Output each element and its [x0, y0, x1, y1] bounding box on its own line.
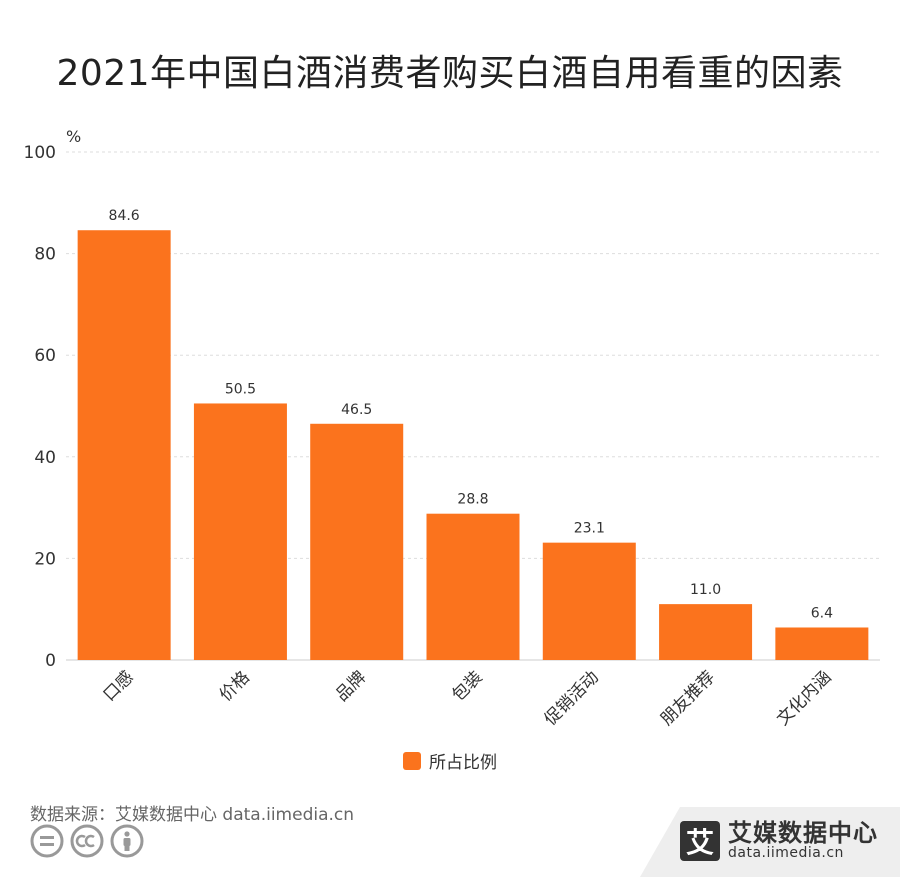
brand-url: data.iimedia.cn — [728, 845, 844, 862]
y-tick-label: 40 — [34, 448, 56, 468]
data-label: 84.6 — [109, 208, 140, 224]
brand-name: 艾媒数据中心 — [728, 819, 878, 847]
person-icon — [110, 824, 144, 858]
y-tick-label: 80 — [34, 245, 56, 265]
data-label: 50.5 — [225, 381, 256, 397]
chart-title: 2021年中国白酒消费者购买白酒自用看重的因素 — [56, 53, 844, 94]
y-tick-label: 0 — [45, 651, 56, 671]
legend-swatch — [403, 751, 421, 770]
x-tick-label: 促销活动 — [541, 667, 603, 729]
brand-logo: 艾 — [680, 820, 720, 861]
legend-label: 所占比例 — [429, 753, 497, 773]
bar-chart: 0 20 40 60 80 100% 84.6 口感 50.5 价格 46.5 品牌 28.8 包装 23.… — [24, 127, 880, 730]
equals-icon — [30, 824, 64, 858]
bar — [193, 403, 287, 660]
x-tick-label: 包装 — [448, 667, 486, 705]
x-tick-label: 文化内涵 — [773, 667, 835, 729]
legend: 所占比例 — [0, 748, 900, 773]
bar — [310, 423, 404, 660]
bar — [775, 627, 869, 660]
data-label: 11.0 — [690, 582, 721, 598]
bar — [659, 604, 753, 660]
y-tick-label: 60 — [34, 346, 56, 366]
data-label: 46.5 — [341, 402, 372, 418]
y-tick-label: 100 — [24, 143, 56, 163]
bar — [426, 513, 520, 660]
bar — [77, 230, 171, 660]
y-tick-label: 20 — [34, 549, 56, 569]
cc-icon — [70, 824, 104, 858]
x-tick-label: 品牌 — [332, 667, 370, 705]
license-icons — [30, 824, 144, 858]
data-label: 6.4 — [811, 605, 833, 621]
data-label: 28.8 — [457, 492, 488, 508]
y-unit-label: % — [66, 127, 81, 146]
x-tick-label: 朋友推荐 — [657, 667, 719, 729]
data-label: 23.1 — [574, 521, 605, 537]
bar — [542, 542, 636, 660]
x-tick-label: 价格 — [216, 667, 254, 705]
x-tick-label: 口感 — [99, 667, 137, 705]
source-note: 数据来源：艾媒数据中心 data.iimedia.cn — [30, 805, 355, 825]
brand: 艾 艾媒数据中心 data.iimedia.cn — [680, 820, 878, 862]
